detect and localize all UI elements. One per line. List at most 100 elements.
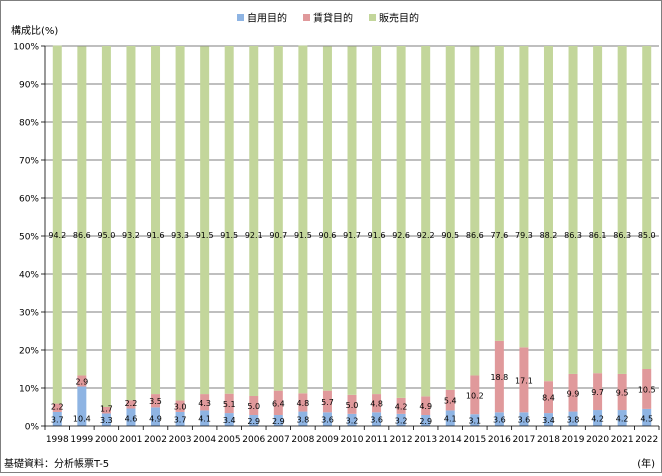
data-label: 86.6 [73, 231, 91, 240]
bar-segment [519, 412, 529, 426]
y-tick-labels: 0% 10% 20% 30% 40% 50% 60% 70% 80% 90% 100% [13, 43, 39, 433]
x-tick-label: 2013 [414, 435, 437, 445]
data-label: 91.5 [196, 231, 214, 240]
data-label: 4.9 [419, 402, 432, 411]
bar-segment [273, 414, 283, 426]
data-label: 93.3 [171, 231, 189, 240]
bar-segment [175, 400, 185, 412]
bar-segment [175, 411, 185, 426]
data-label: 4.2 [395, 402, 408, 411]
bar-segment [52, 403, 62, 412]
data-label: 3.2 [395, 416, 408, 425]
bar-segment [151, 394, 161, 408]
bar-segment [52, 45, 62, 404]
data-label: 2.2 [125, 399, 138, 408]
data-label: 4.8 [297, 399, 310, 408]
bar-segment [347, 394, 357, 414]
bar-segment [126, 400, 136, 409]
x-tick-label: 2020 [586, 435, 609, 445]
bar-segment [273, 390, 283, 415]
data-label: 77.6 [490, 231, 508, 240]
x-tick-label: 2006 [242, 435, 265, 445]
data-label: 9.9 [567, 389, 580, 398]
y-tick-label: 0% [25, 423, 40, 433]
data-label: 5.4 [444, 397, 457, 406]
x-tick-label: 2012 [390, 435, 413, 445]
data-label: 3.8 [567, 415, 580, 424]
data-label: 4.2 [616, 415, 629, 424]
bar-segment [151, 46, 161, 395]
data-label: 3.0 [174, 403, 187, 412]
data-label: 3.6 [518, 416, 531, 425]
bar-segment [617, 410, 627, 426]
x-tick-label: 2018 [537, 435, 560, 445]
bar-segment [101, 407, 111, 414]
data-label: 92.6 [392, 231, 410, 240]
bar-segment [52, 411, 62, 426]
data-label: 92.1 [245, 231, 263, 240]
data-label: 5.7 [321, 398, 334, 407]
bar-segment [642, 46, 652, 369]
bar-segment [126, 408, 136, 426]
data-label: 91.6 [147, 231, 165, 240]
x-tick-label: 2022 [635, 435, 658, 445]
bar-segment [593, 46, 603, 374]
x-tick-label: 2005 [218, 435, 241, 445]
data-label: 4.3 [198, 399, 211, 408]
bar-segment [298, 45, 308, 394]
bar-segment [494, 412, 504, 426]
bar-segment [543, 413, 553, 426]
y-tick-label: 40% [19, 271, 39, 281]
data-label: 2.9 [247, 417, 260, 426]
x-tick-label: 2001 [120, 435, 143, 445]
data-label: 95.0 [97, 231, 115, 240]
source-note: 基礎資料：分析帳票T-5 [4, 457, 109, 470]
legend-swatch [303, 14, 310, 21]
axes [44, 46, 660, 430]
legend-label: 販売目的 [379, 12, 419, 25]
x-tick-label: 2007 [267, 435, 290, 445]
bar-segment [470, 375, 480, 415]
y-tick-label: 70% [19, 157, 39, 167]
data-label: 8.4 [542, 394, 555, 403]
bar-segment [445, 389, 455, 411]
x-tick-label: 2019 [562, 435, 585, 445]
x-tick-label: 2003 [169, 435, 192, 445]
x-axis-unit: (年) [637, 457, 655, 470]
data-label: 4.2 [591, 415, 604, 424]
data-label: 4.8 [370, 400, 383, 409]
y-axis-label: 構成比(%) [11, 24, 58, 37]
data-label: 86.3 [613, 231, 631, 240]
bar-segment [101, 413, 111, 426]
data-label: 3.8 [297, 415, 310, 424]
data-label: 86.6 [466, 231, 484, 240]
data-label: 3.1 [468, 417, 481, 426]
x-tick-label: 1998 [46, 435, 69, 445]
x-tick-label: 2002 [144, 435, 167, 445]
data-label: 3.2 [346, 416, 359, 425]
data-label: 4.1 [198, 415, 211, 424]
data-label: 17.1 [515, 376, 533, 385]
y-tick-label: 80% [19, 119, 39, 129]
bar-segment [151, 407, 161, 426]
bar-segment [642, 408, 652, 426]
data-label: 90.5 [441, 231, 459, 240]
data-label: 5.0 [247, 402, 260, 411]
bar-segment [347, 413, 357, 426]
x-tick-label: 2011 [365, 435, 388, 445]
bar-segment [421, 414, 431, 426]
data-label: 1.7 [100, 405, 113, 414]
bar-segment [77, 46, 87, 376]
data-label: 90.6 [319, 231, 337, 240]
data-label: 86.3 [564, 231, 582, 240]
bar-segment [568, 373, 578, 412]
bar-segment [322, 412, 332, 426]
data-label: 79.3 [515, 231, 533, 240]
bar-segment [322, 46, 332, 391]
bar-segment [77, 386, 87, 426]
x-tick-label: 1999 [70, 435, 93, 445]
bar-segment [470, 414, 480, 426]
legend-label: 自用目的 [247, 12, 287, 25]
bar-segment [200, 410, 210, 426]
